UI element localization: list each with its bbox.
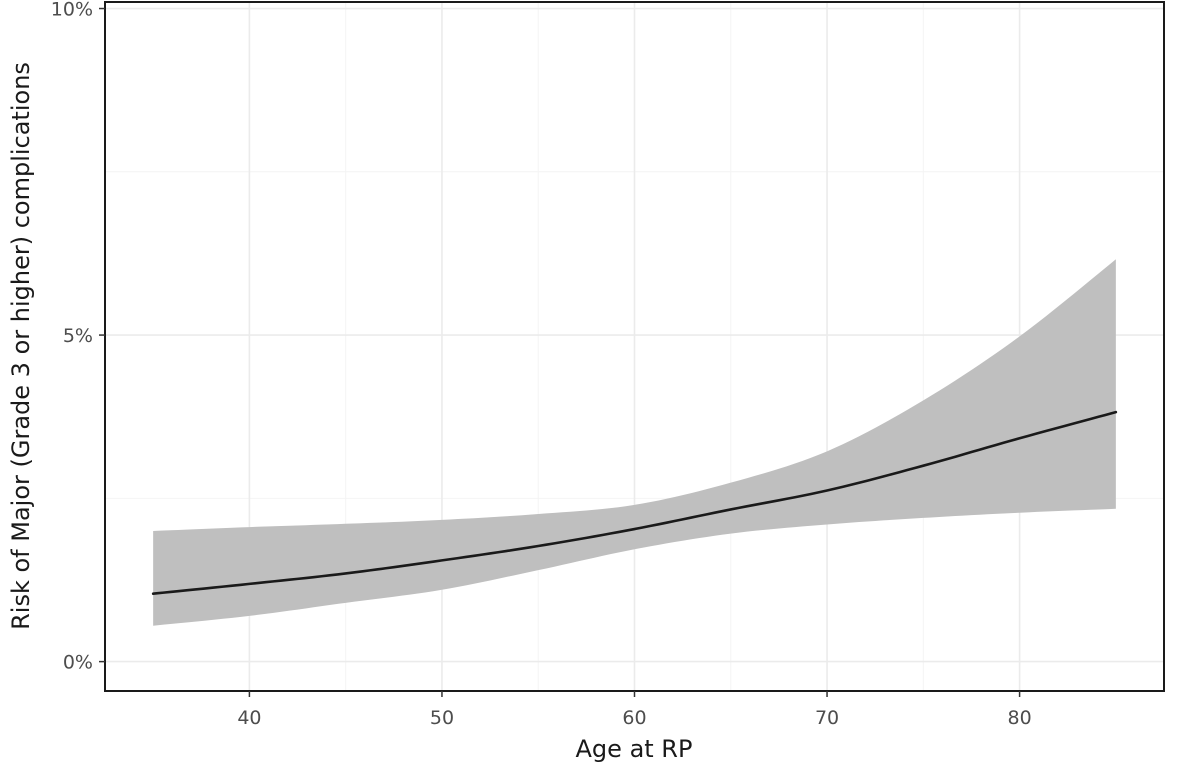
y-tick-label: 10% (51, 0, 93, 21)
major-gridlines (105, 2, 1164, 691)
risk-line (151, 410, 1118, 595)
y-tick-label: 0% (63, 652, 93, 674)
x-tick-label: 60 (622, 707, 646, 729)
x-tick-label: 70 (815, 707, 839, 729)
y-axis-title: Risk of Major (Grade 3 or higher) compli… (7, 62, 35, 630)
x-axis-title: Age at RP (576, 735, 693, 763)
x-tick-label: 40 (237, 707, 261, 729)
x-tick-label: 80 (1007, 707, 1031, 729)
y-axis-ticks: 0% 5% 10% (51, 0, 105, 674)
x-tick-label: 50 (430, 707, 454, 729)
x-axis-ticks: 40 50 60 70 80 (237, 691, 1032, 729)
plot-marks (151, 259, 1118, 626)
confidence-ribbon (153, 259, 1116, 626)
y-tick-label: 5% (63, 325, 93, 347)
